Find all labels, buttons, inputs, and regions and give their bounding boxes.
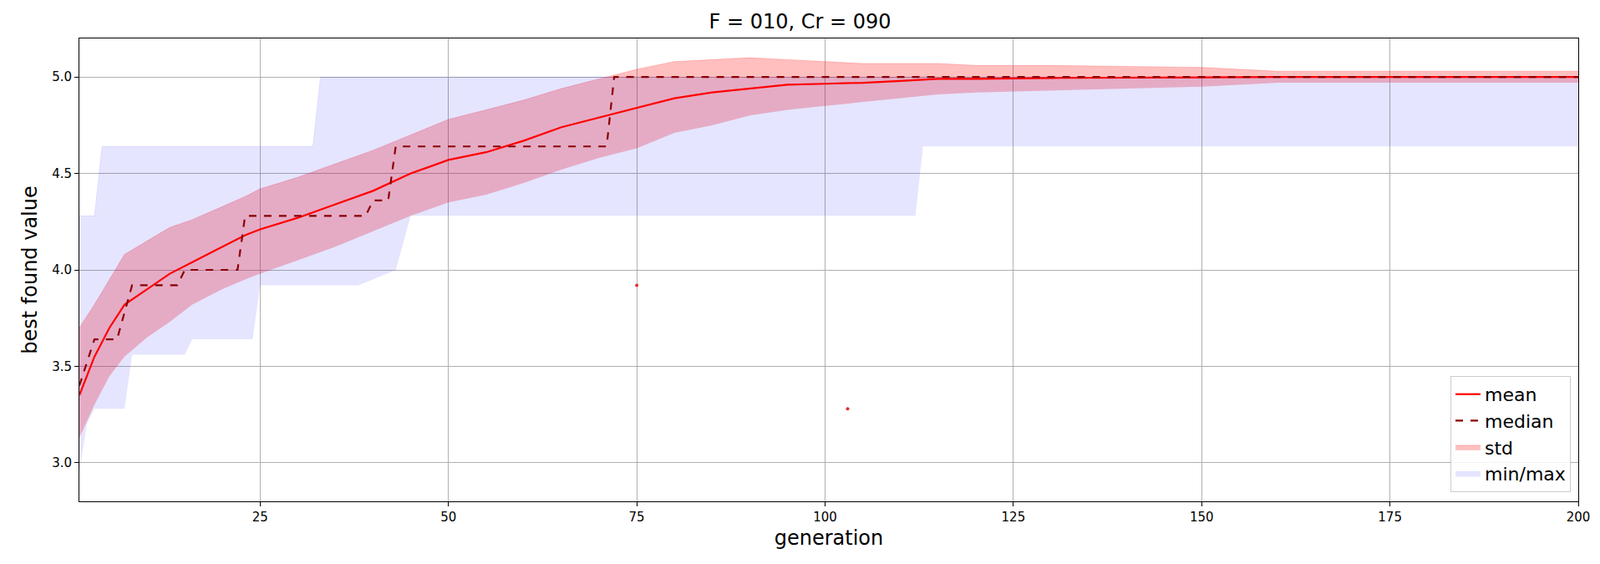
svg-text:3.5: 3.5 xyxy=(51,359,72,375)
svg-text:25: 25 xyxy=(252,509,269,525)
svg-text:generation: generation xyxy=(774,526,884,550)
svg-text:std: std xyxy=(1484,437,1514,459)
svg-text:best found value: best found value xyxy=(18,185,42,355)
svg-text:100: 100 xyxy=(812,509,838,525)
svg-text:4.5: 4.5 xyxy=(51,166,72,182)
svg-text:3.0: 3.0 xyxy=(51,455,72,471)
svg-text:median: median xyxy=(1484,411,1554,432)
svg-text:min/max: min/max xyxy=(1484,463,1566,485)
svg-text:F = 010, Cr = 090: F = 010, Cr = 090 xyxy=(708,10,891,34)
svg-text:mean: mean xyxy=(1484,384,1537,406)
svg-text:50: 50 xyxy=(440,509,457,525)
svg-text:200: 200 xyxy=(1566,509,1591,525)
svg-text:75: 75 xyxy=(629,509,646,525)
svg-text:5.0: 5.0 xyxy=(51,69,72,85)
svg-text:125: 125 xyxy=(1001,509,1027,525)
svg-text:150: 150 xyxy=(1189,509,1214,525)
svg-text:4.0: 4.0 xyxy=(51,262,72,278)
svg-text:175: 175 xyxy=(1377,509,1402,525)
